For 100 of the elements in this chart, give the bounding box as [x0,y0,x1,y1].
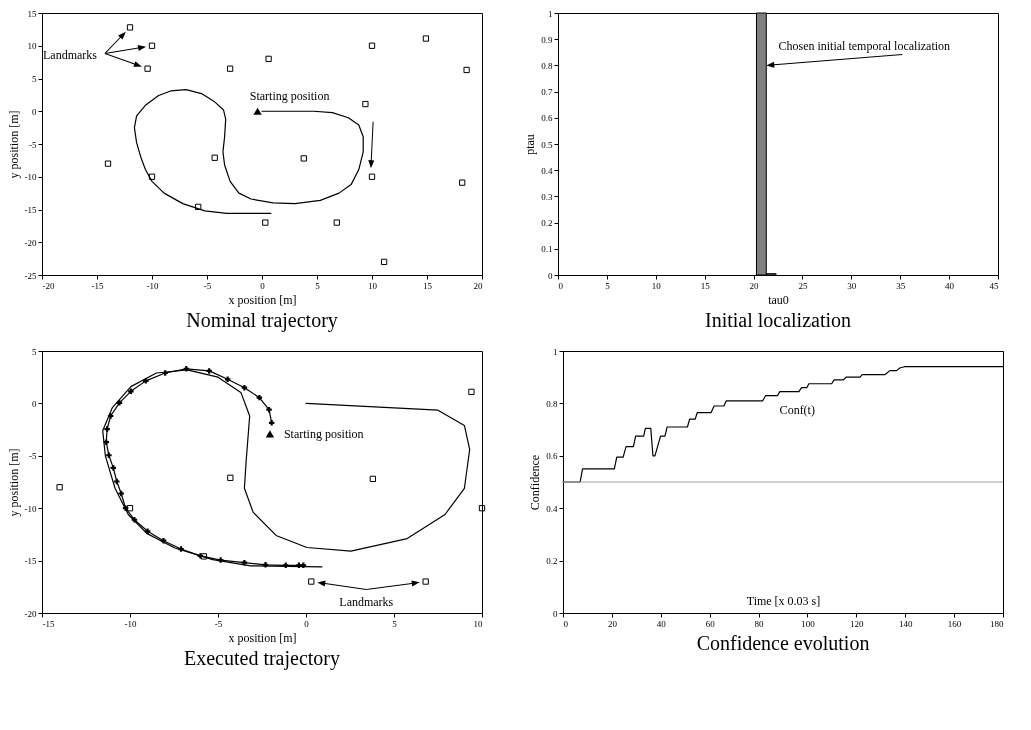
point [422,578,429,585]
y-axis-title: Confidence [528,454,543,511]
x-tick-label: 100 [801,618,816,629]
y-tick-label: 0 [32,398,37,409]
x-tick-label: 25 [798,280,808,291]
x-tick-label: 60 [705,618,716,629]
x-tick-label: 5 [315,280,321,291]
text: Executed trajectory [183,647,341,670]
y-tick-label: 1 [553,346,558,357]
point [369,475,377,482]
point [262,562,269,568]
annotation: Chosen initial temporal localization [778,39,951,54]
point [253,107,262,115]
annotation: Landmarks [43,48,98,63]
point [362,100,369,108]
point [128,388,134,395]
point [333,219,340,226]
point [265,430,275,438]
y-tick-label: 0.4 [546,503,558,514]
x-tick-label: 20 [473,280,483,291]
point [162,370,168,376]
point [116,400,123,406]
x-tick-label: 0 [260,280,266,291]
y-tick-label: -5 [29,451,37,462]
point [114,478,120,485]
x-tick-label: 0 [304,618,310,629]
point [265,55,272,62]
x-tick-label: 0 [563,618,569,629]
y-tick-label: -5 [29,139,37,150]
point [56,484,63,491]
y-tick-label: -10 [24,503,37,514]
x-tick-label: 10 [368,280,378,291]
x-tick-label: 15 [423,280,433,291]
text: Initial localization [704,309,852,331]
point [226,65,234,72]
x-tick-label: 30 [847,280,857,291]
point [300,155,307,162]
point [459,179,466,186]
point [143,378,149,384]
y-tick-label: 0.9 [541,34,553,45]
point [197,553,204,559]
x-tick-label: 45 [989,280,999,291]
x-tick-label: -10 [124,618,137,629]
point [110,465,117,471]
y-tick-label: 15 [27,8,37,19]
y-tick-label: 0.7 [541,87,553,98]
point [148,42,156,49]
x-tick-label: 160 [947,618,962,629]
y-tick-label: 0.1 [541,244,553,255]
series-label: Conf(t) [779,402,815,417]
x-tick-label: 80 [754,618,765,629]
y-tick-label: -15 [24,205,37,215]
x-tick-label: 20 [749,280,760,291]
y-tick-label: 5 [32,346,37,357]
y-tick-label: 0 [548,270,553,281]
y-tick-label: 10 [27,41,37,52]
y-axis-title: y position [m] [6,110,21,179]
line-series [133,89,364,215]
point [478,505,486,512]
point [268,420,275,426]
x-tick-label: 20 [607,618,618,629]
point [160,537,167,544]
y-tick-label: 0.5 [541,139,553,150]
x-tick-label: 5 [392,618,398,629]
x-tick-label: 40 [945,280,955,291]
point [122,505,129,511]
point [178,546,184,552]
point [227,474,234,481]
point [308,578,315,585]
point [262,219,269,226]
point [211,154,218,161]
x-tick-label: -5 [203,280,212,291]
point [183,366,190,372]
point [380,258,388,266]
point [468,388,475,396]
y-tick-label: 0.2 [546,556,558,567]
point [104,426,110,432]
x-tick-label: -15 [91,280,104,291]
point [118,490,124,497]
point [103,439,109,445]
text: Nominal trajectory [186,309,338,332]
point [104,160,112,167]
x-axis-title: x position [m] [228,630,297,645]
point [206,368,212,374]
x-tick-label: -10 [146,280,159,291]
point [126,24,134,31]
x-tick-label: -5 [214,618,223,629]
x-tick-label: 5 [605,280,611,291]
point [126,505,134,512]
point [195,203,202,211]
y-tick-label: 0.4 [541,165,553,176]
x-tick-label: 10 [473,618,483,629]
y-tick-label: -15 [24,556,37,567]
y-tick-label: -25 [24,270,37,281]
y-tick-label: 0 [553,608,558,619]
point [106,452,112,459]
point [144,65,151,72]
y-tick-label: 0.3 [541,191,553,202]
x-tick-label: 140 [898,618,913,629]
point [200,553,208,560]
